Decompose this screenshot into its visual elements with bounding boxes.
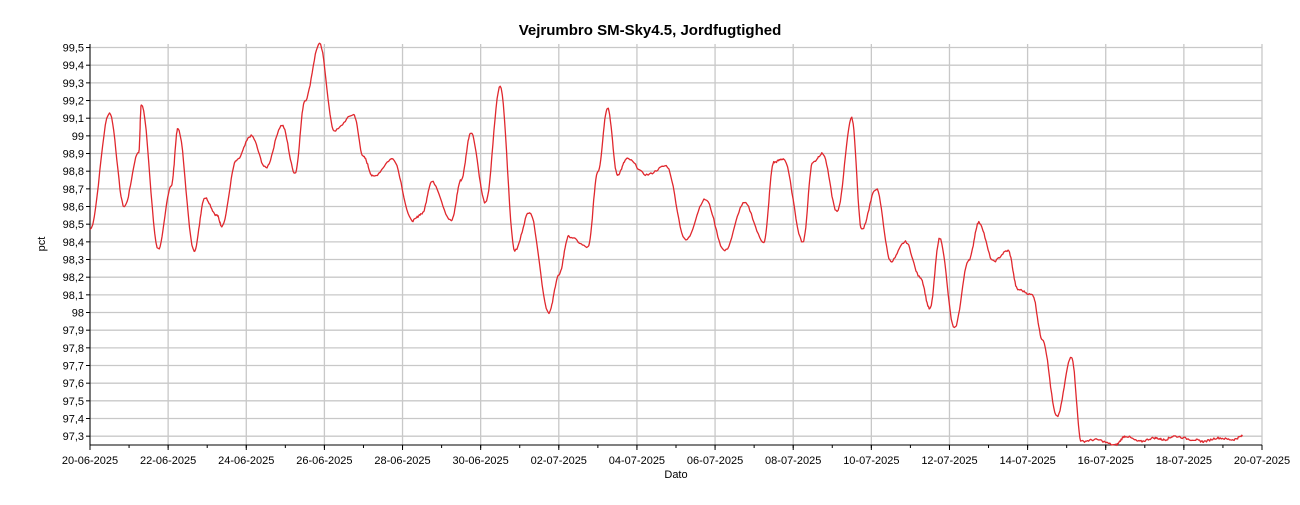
- y-tick-label: 98,7: [63, 184, 84, 196]
- x-tick-label: 26-06-2025: [296, 455, 352, 467]
- y-tick-label: 98,5: [63, 219, 84, 231]
- y-tick-label: 99,2: [63, 96, 84, 108]
- y-tick-label: 97,5: [63, 396, 84, 408]
- y-tick-label: 98,8: [63, 166, 84, 178]
- y-tick-label: 97,6: [63, 378, 84, 390]
- y-tick-label: 98,1: [63, 290, 84, 302]
- x-tick-label: 30-06-2025: [453, 455, 509, 467]
- y-tick-label: 97,4: [63, 414, 84, 426]
- y-tick-label: 99,5: [63, 43, 84, 55]
- x-tick-label: 20-06-2025: [62, 455, 118, 467]
- y-tick-label: 99: [72, 131, 84, 143]
- x-tick-label: 04-07-2025: [609, 455, 665, 467]
- y-tick-label: 98,2: [63, 272, 84, 284]
- x-tick-label: 06-07-2025: [687, 455, 743, 467]
- y-tick-label: 98,9: [63, 149, 84, 161]
- x-tick-label: 18-07-2025: [1156, 455, 1212, 467]
- x-tick-label: 10-07-2025: [843, 455, 899, 467]
- y-tick-label: 97,7: [63, 361, 84, 373]
- y-tick-label: 99,4: [63, 60, 84, 72]
- y-tick-label: 97,9: [63, 325, 84, 337]
- y-tick-label: 97,8: [63, 343, 84, 355]
- chart-title: Vejrumbro SM-Sky4.5, Jordfugtighed: [519, 22, 782, 39]
- x-tick-label: 20-07-2025: [1234, 455, 1290, 467]
- y-tick-label: 99,1: [63, 113, 84, 125]
- y-tick-label: 98,4: [63, 237, 84, 249]
- x-axis-label: Dato: [664, 469, 687, 481]
- series-line: [89, 42, 1244, 447]
- grid-lines: [89, 44, 1263, 445]
- x-tick-label: 16-07-2025: [1078, 455, 1134, 467]
- x-tick-label: 08-07-2025: [765, 455, 821, 467]
- x-tick-label: 02-07-2025: [531, 455, 587, 467]
- x-tick-label: 14-07-2025: [999, 455, 1055, 467]
- y-tick-label: 98: [72, 308, 84, 320]
- y-tick-label: 97,3: [63, 431, 84, 443]
- y-axis-label: pct: [36, 237, 48, 252]
- x-tick-label: 22-06-2025: [140, 455, 196, 467]
- y-tick-label: 98,6: [63, 202, 84, 214]
- series-layer: [89, 42, 1244, 447]
- x-tick-label: 12-07-2025: [921, 455, 977, 467]
- y-tick-label: 99,3: [63, 78, 84, 90]
- y-tick-label: 98,3: [63, 255, 84, 267]
- x-tick-label: 28-06-2025: [374, 455, 430, 467]
- axes: 20-06-2025 22-06-2025 24-06-2025 26-06-2025…: [62, 43, 1290, 467]
- x-tick-label: 24-06-2025: [218, 455, 274, 467]
